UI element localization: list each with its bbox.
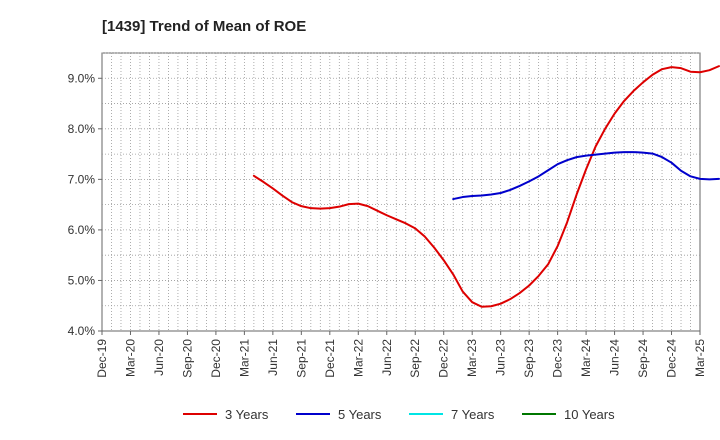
x-tick-label: Jun-22 [380,339,394,376]
y-tick-label: 5.0% [68,273,96,287]
x-tick-label: Sep-24 [636,339,650,378]
x-tick-label: Dec-19 [95,339,109,378]
axes: 4.0% 5.0% 6.0% 7.0% 8.0% 9.0% Dec-19 Mar-20 Jun-… [68,71,707,377]
x-tick-label: Dec-22 [437,339,451,378]
series-line-3-years [252,65,720,308]
y-tick-label: 8.0% [68,122,96,136]
series-layer [252,65,720,308]
legend: 3 Years 5 Years 7 Years 10 Years [183,407,615,422]
legend-label-10-years: 10 Years [564,407,615,422]
x-tick-label: Jun-20 [152,339,166,376]
x-tick-label: Jun-23 [494,339,508,376]
plot-area [101,52,701,332]
x-tick-label: Mar-25 [693,339,707,377]
grid [101,52,701,332]
legend-label-3-years: 3 Years [225,407,269,422]
series-line-5-years [452,151,720,201]
x-tick-label: Sep-21 [294,339,308,378]
x-tick-label: Mar-20 [123,339,137,377]
x-tick-label: Sep-20 [180,339,194,378]
x-tick-label: Mar-21 [237,339,251,377]
x-tick-label: Dec-20 [209,339,223,378]
y-tick-label: 4.0% [68,324,96,338]
x-tick-label: Jun-24 [608,339,622,376]
x-tick-label: Jun-21 [266,339,280,376]
x-tick-label: Dec-21 [323,339,337,378]
chart-title: [1439] Trend of Mean of ROE [102,18,306,35]
x-tick-label: Dec-23 [551,339,565,378]
legend-label-7-years: 7 Years [451,407,495,422]
x-tick-label: Sep-23 [522,339,536,378]
legend-label-5-years: 5 Years [338,407,382,422]
x-tick-label: Mar-24 [579,339,593,377]
x-tick-label: Dec-24 [665,339,679,378]
x-tick-label: Mar-23 [465,339,479,377]
y-tick-label: 9.0% [68,71,96,85]
y-tick-label: 7.0% [68,172,96,186]
y-tick-label: 6.0% [68,223,96,237]
x-tick-label: Sep-22 [408,339,422,378]
x-tick-label: Mar-22 [351,339,365,377]
